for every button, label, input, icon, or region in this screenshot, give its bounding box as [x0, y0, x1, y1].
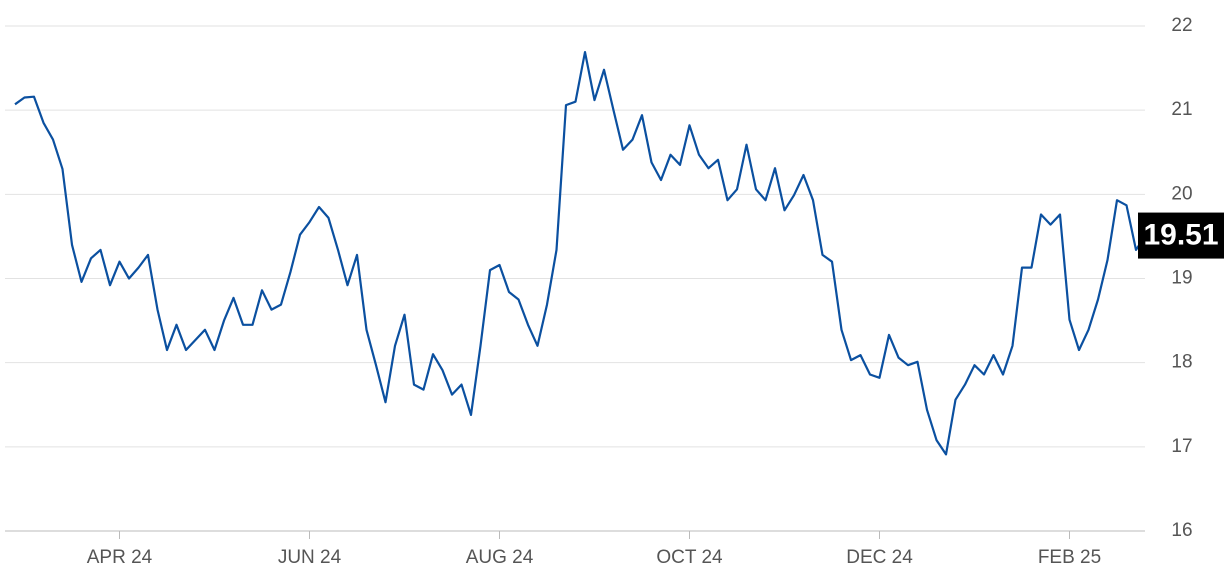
y-tick-label: 18: [1171, 352, 1192, 373]
x-tick-label: OCT 24: [656, 547, 723, 568]
x-tick-label: APR 24: [87, 547, 153, 568]
x-tick-label: DEC 24: [846, 547, 913, 568]
x-tick-label: FEB 25: [1038, 547, 1101, 568]
y-tick-label: 21: [1171, 99, 1192, 120]
y-tick-label: 17: [1171, 436, 1192, 457]
y-tick-label: 20: [1171, 183, 1192, 204]
y-tick-label: 22: [1171, 15, 1192, 36]
y-tick-label: 16: [1171, 520, 1192, 541]
x-tick-label: AUG 24: [466, 547, 534, 568]
last-value-label: 19.51: [1143, 218, 1218, 251]
y-tick-label: 19: [1171, 268, 1192, 289]
last-value-badge: [1138, 212, 1224, 259]
x-tick-label: JUN 24: [278, 547, 342, 568]
price-line: [14, 51, 1147, 456]
